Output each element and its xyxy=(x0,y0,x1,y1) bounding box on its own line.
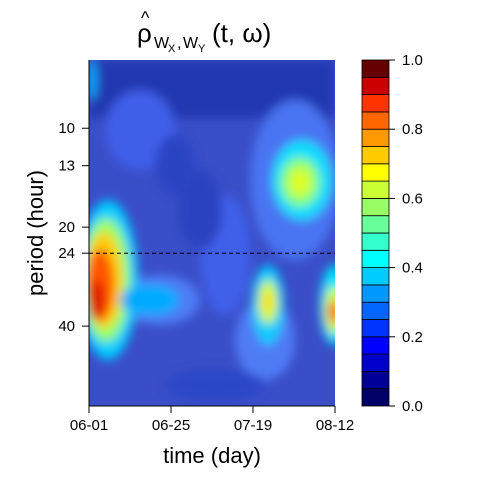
y-tick-label: 20 xyxy=(58,219,75,236)
y-tick-label: 40 xyxy=(58,318,75,335)
colorbar-level xyxy=(361,388,390,407)
colorbar-tick-label: 0.0 xyxy=(402,398,423,415)
x-axis-label: time (day) xyxy=(163,443,261,468)
colorbar-tick-label: 0.4 xyxy=(402,260,423,277)
x-tick-label: 06-01 xyxy=(70,417,108,434)
colorbar-level xyxy=(361,76,390,96)
colorbar-level xyxy=(361,197,390,217)
colorbar-level xyxy=(361,94,390,113)
colorbar-level xyxy=(361,284,390,303)
colorbar-tick-label: 0.8 xyxy=(402,121,423,138)
title-sub-w2: W xyxy=(183,35,199,52)
heatmap-plot-area xyxy=(89,60,335,406)
y-tick-label: 24 xyxy=(58,245,75,262)
title-args: (t, ω) xyxy=(212,18,271,48)
colorbar: 0.0 0.2 0.4 0.6 0.8 1.0 xyxy=(361,52,423,415)
title-sub-y: Y xyxy=(198,43,206,55)
title-sub-comma: , xyxy=(177,35,181,52)
colorbar-level xyxy=(361,249,390,269)
x-tick-label: 06-25 xyxy=(152,417,190,434)
colorbar-level xyxy=(361,353,390,372)
colorbar-level xyxy=(361,232,390,251)
colorbar-level xyxy=(361,301,390,320)
colorbar-level xyxy=(361,128,390,147)
y-axis-label: period (hour) xyxy=(23,170,48,296)
colorbar-level xyxy=(361,59,390,78)
title-hat: ^ xyxy=(141,8,150,28)
colorbar-tick-label: 0.6 xyxy=(402,190,423,207)
title-sub-x: X xyxy=(168,43,176,55)
colorbar-level xyxy=(361,336,390,355)
heatmap-regions xyxy=(89,60,335,401)
title-rho: ρ xyxy=(137,18,152,48)
colorbar-level xyxy=(361,111,390,130)
colorbar-level xyxy=(361,215,390,234)
colorbar-level xyxy=(361,146,390,165)
x-axis: 06-01 06-25 07-19 08-12 xyxy=(70,405,354,434)
colorbar-level xyxy=(361,370,390,390)
y-tick-label: 10 xyxy=(58,120,75,137)
y-axis: 10 13 20 24 40 xyxy=(58,60,90,406)
colorbar-tick-label: 0.2 xyxy=(402,329,423,346)
colorbar-tick-label: 1.0 xyxy=(402,52,423,69)
colorbar-level xyxy=(361,163,390,182)
x-tick-label: 08-12 xyxy=(316,417,354,434)
chart-title: ρ ^ W X , W Y (t, ω) xyxy=(137,8,271,55)
title-sub-w: W xyxy=(154,35,170,52)
y-tick-label: 13 xyxy=(58,158,75,175)
x-tick-label: 07-19 xyxy=(234,417,272,434)
colorbar-level xyxy=(361,267,390,286)
colorbar-level xyxy=(361,319,390,338)
colorbar-level xyxy=(361,180,390,199)
